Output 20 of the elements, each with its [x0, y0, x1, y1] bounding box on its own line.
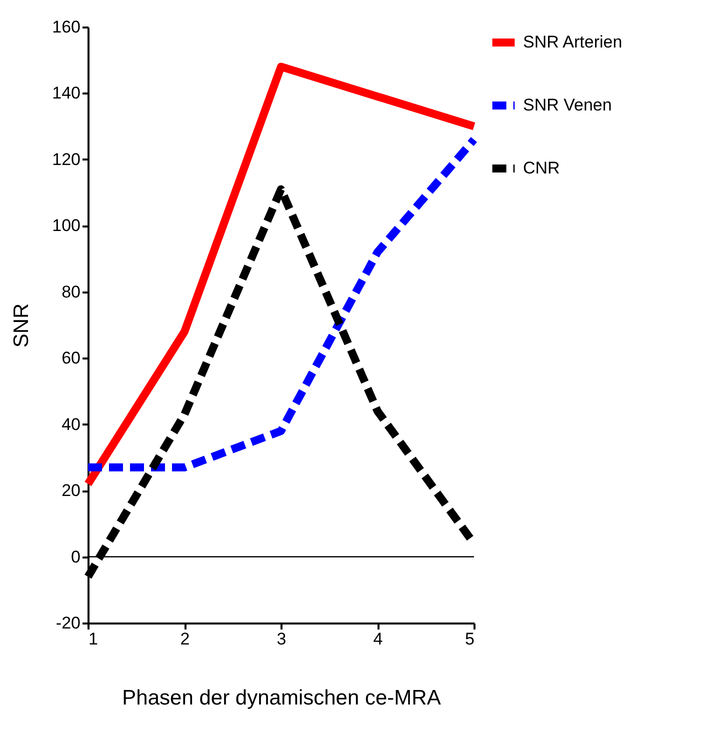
legend-label: CNR	[523, 158, 560, 178]
x-tick-label: 3	[276, 630, 286, 648]
y-tick-label: 140	[52, 84, 80, 103]
y-axis-title: SNR	[10, 303, 34, 348]
x-tick-label: 1	[88, 630, 98, 648]
x-tick-label: 5	[465, 630, 474, 648]
legend-label: SNR Arterien	[523, 32, 622, 52]
y-tick-label: 80	[62, 282, 80, 302]
y-tick-label: 160	[52, 18, 80, 36]
y-tick-label: -20	[56, 614, 80, 632]
y-tick-label: 0	[71, 547, 80, 566]
y-tick-label: 100	[52, 216, 80, 236]
x-axis-title: Phasen der dynamischen ce-MRA	[122, 686, 441, 710]
y-tick-label: 40	[62, 414, 80, 434]
y-tick-label: 20	[62, 481, 80, 500]
y-tick-label: 120	[52, 150, 80, 169]
y-tick-label: 60	[62, 348, 80, 368]
x-tick-label: 4	[373, 630, 383, 648]
x-tick-label: 2	[180, 630, 190, 648]
legend-label: SNR Venen	[523, 96, 612, 114]
